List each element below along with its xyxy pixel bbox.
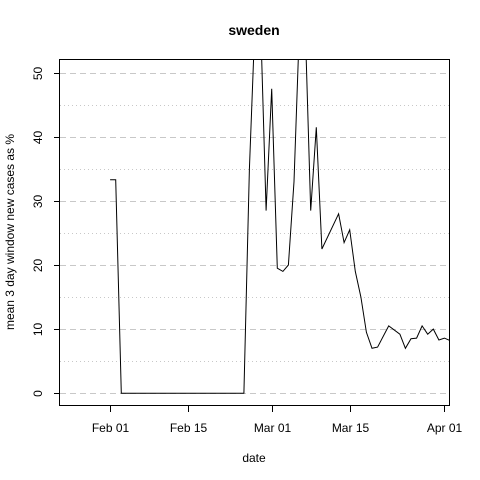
x-tick-label: Mar 15 — [332, 421, 370, 435]
series-line — [110, 60, 450, 394]
y-tick-label: 50 — [31, 67, 45, 81]
x-tick-label: Feb 15 — [170, 421, 208, 435]
grid — [60, 73, 450, 394]
axes: 0 10 20 30 40 50 Feb 01 Feb 15 Mar 01 Mar 15 Apr 0… — [31, 67, 463, 435]
plot-frame — [59, 59, 450, 406]
y-tick-label: 10 — [31, 323, 45, 337]
y-tick-label: 0 — [31, 390, 45, 397]
x-tick-label: Mar 01 — [254, 421, 292, 435]
y-tick-label: 40 — [31, 131, 45, 145]
chart-title: sweden — [228, 22, 279, 38]
y-tick-label: 30 — [31, 195, 45, 209]
x-tick-label: Apr 01 — [427, 421, 463, 435]
x-axis-label: date — [242, 451, 266, 465]
y-axis-label: mean 3 day window new cases as % — [3, 134, 17, 330]
y-tick-label: 20 — [31, 259, 45, 273]
series-layer — [110, 60, 450, 394]
x-tick-label: Feb 01 — [92, 421, 130, 435]
